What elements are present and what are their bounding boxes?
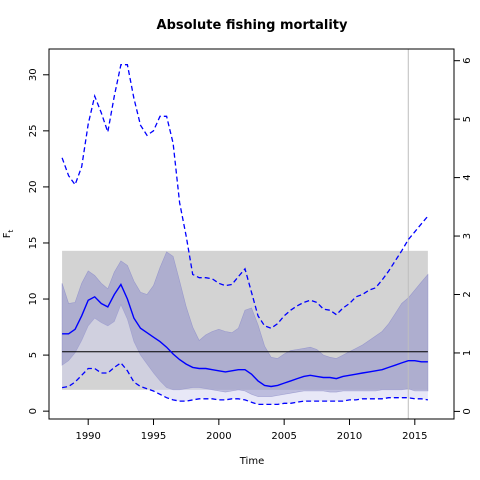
y2-tick-label: 6	[462, 58, 473, 64]
x-tick-label: 1995	[141, 431, 166, 442]
x-tick-label: 2010	[337, 431, 362, 442]
y-tick-label: 15	[28, 237, 39, 250]
y2-tick-label: 2	[462, 291, 473, 297]
x-tick-label: 2015	[402, 431, 427, 442]
y2-tick-label: 4	[462, 174, 473, 180]
plot-frame	[48, 48, 455, 420]
y-tick-label: 5	[28, 352, 39, 358]
y-axis-label-main: F	[2, 232, 13, 238]
y2-tick-label: 1	[462, 350, 473, 356]
series-line-upper-dashed	[61, 64, 429, 329]
x-axis-label: Time	[239, 456, 264, 467]
axes: 1990 1995 2000 2005 2010 2015 0 5 10 15 20 25 30 0 1 2 3…	[28, 58, 473, 442]
y-tick-label: 30	[28, 68, 39, 81]
y2-tick-label: 0	[462, 408, 473, 414]
x-tick-label: 2000	[206, 431, 231, 442]
ci-band-estimate	[61, 251, 429, 397]
y-tick-label: 20	[28, 181, 39, 194]
ci-band-lower-region	[62, 304, 428, 405]
y2-tick-label: 3	[462, 233, 473, 239]
y-axis-label-subscript: t	[7, 229, 15, 232]
series-line-estimate	[62, 283, 428, 388]
x-tick-label: 2005	[271, 431, 296, 442]
plot-area	[61, 49, 429, 419]
y2-tick-label: 5	[462, 116, 473, 122]
y-tick-label: 25	[28, 124, 39, 137]
y-axis-label: Ft	[2, 229, 15, 238]
x-tick-label: 1990	[75, 431, 100, 442]
chart-title: Absolute fishing mortality	[157, 18, 348, 33]
series-line-lower-dashed	[61, 362, 429, 406]
y-tick-label: 10	[28, 293, 39, 306]
y-tick-label: 0	[28, 408, 39, 414]
